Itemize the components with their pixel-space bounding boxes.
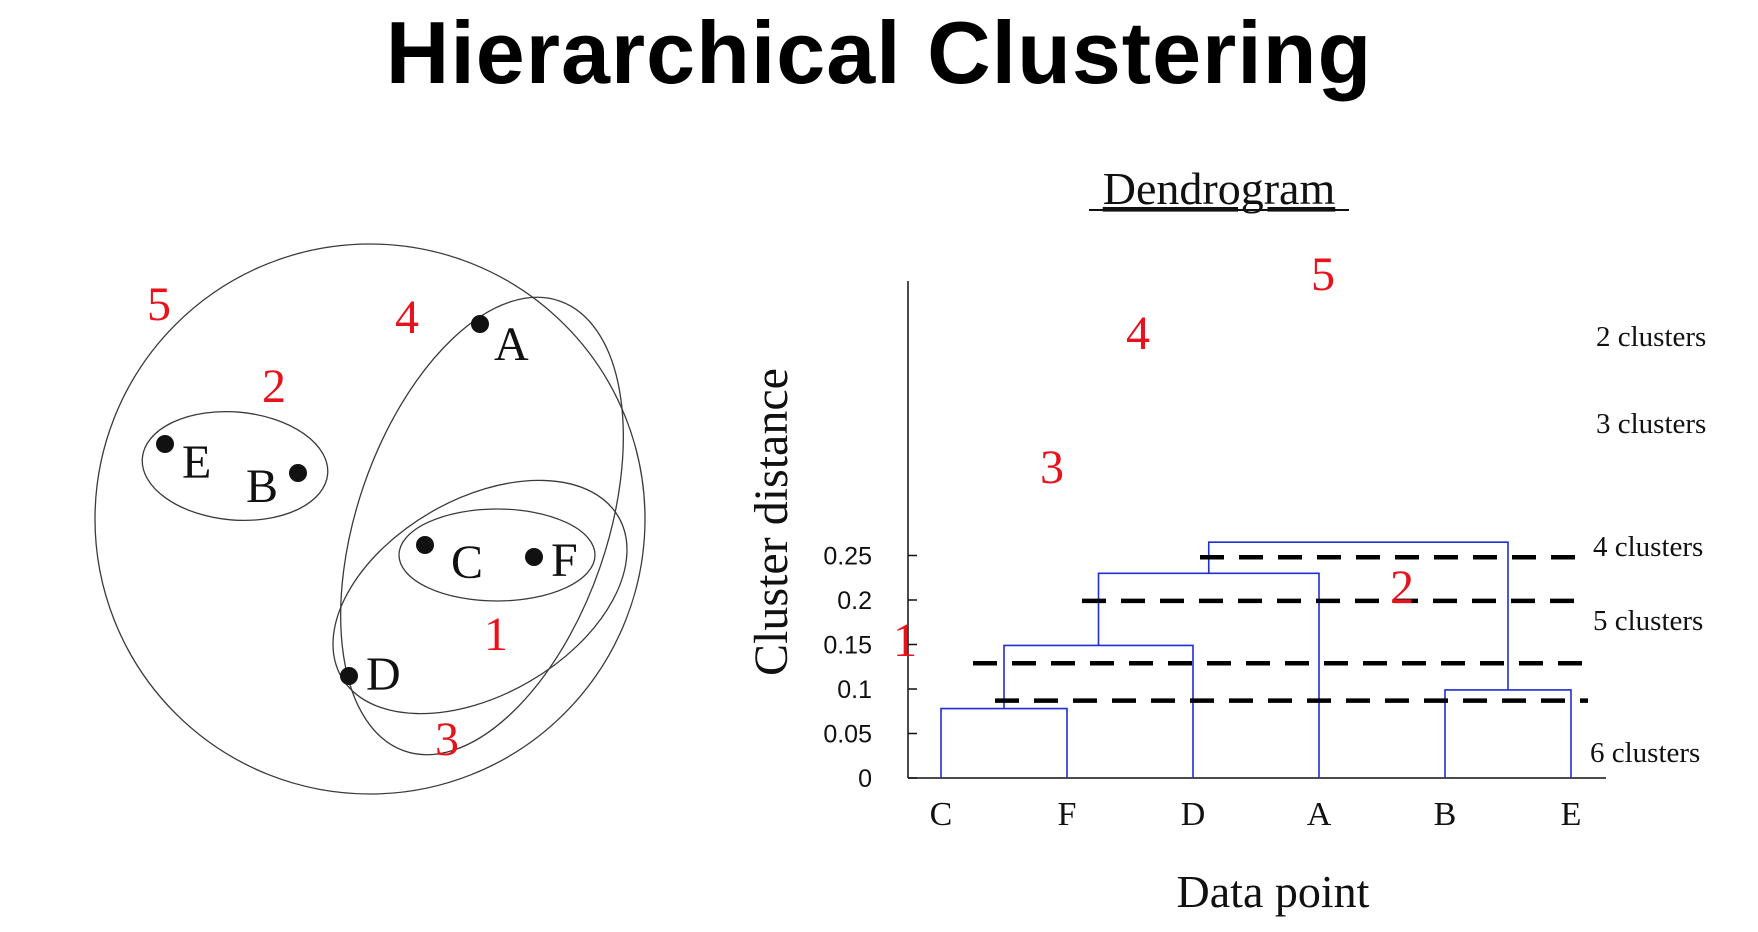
venn-cluster-number-5: 5: [147, 278, 171, 331]
dendrogram-title: Dendrogram: [1103, 163, 1336, 214]
leaf-label-e: E: [1561, 796, 1582, 833]
point-d-label: D: [366, 648, 401, 701]
dendrogram-link-1: [940, 707, 1068, 778]
cut-labels: 2 clusters 3 clusters 4 clusters 5 clusters…: [1590, 321, 1706, 769]
dendrogram-link-2: [1444, 689, 1572, 778]
dendrogram-links: [940, 541, 1572, 778]
x-axis-label: Data point: [1177, 866, 1370, 917]
merge-number-5: 5: [1311, 248, 1335, 301]
point-e-dot: [156, 435, 174, 453]
point-f-label: F: [551, 534, 578, 587]
leaf-label-c: C: [930, 796, 953, 833]
y-tick-label: 0.05: [823, 721, 872, 749]
point-e-label: E: [182, 436, 211, 489]
cluster-1-outline: [398, 508, 596, 602]
leaf-label-a: A: [1307, 796, 1332, 833]
y-tick-label: 0.2: [837, 587, 872, 615]
venn-cluster-number-3: 3: [435, 713, 459, 766]
venn-cluster-number-4: 4: [395, 291, 419, 344]
cluster-venn-diagram: A E B C F D 5 4 2 1 3: [94, 243, 646, 795]
cut-label-3-clusters: 3 clusters: [1596, 408, 1706, 440]
venn-cluster-number-2: 2: [262, 360, 286, 413]
cut-label-4-clusters: 4 clusters: [1593, 531, 1703, 563]
merge-number-2: 2: [1390, 561, 1414, 614]
cluster-2-outline: [141, 410, 329, 522]
dendrogram-link-4: [1097, 572, 1320, 778]
y-tick-label: 0.25: [823, 543, 872, 571]
venn-cluster-number-1: 1: [484, 608, 508, 661]
cut-lines: [973, 555, 1588, 703]
cut-label-6-clusters: 6 clusters: [1590, 737, 1700, 769]
leaf-label-b: B: [1434, 796, 1457, 833]
point-b-label: B: [246, 460, 278, 513]
cluster-3-outline: [332, 479, 628, 715]
leaf-label-d: D: [1181, 796, 1206, 833]
point-a-dot: [471, 315, 489, 333]
point-b-dot: [289, 464, 307, 482]
leaf-label-f: F: [1058, 796, 1077, 833]
point-c-dot: [416, 536, 434, 554]
y-ticks: 0 0.05 0.1 0.15 0.2 0.25: [823, 543, 917, 793]
y-axis-label: Cluster distance: [745, 368, 798, 676]
y-tick-label: 0.1: [837, 676, 872, 704]
merge-number-1: 1: [893, 614, 917, 667]
point-c-label: C: [451, 536, 483, 589]
merge-number-3: 3: [1040, 441, 1064, 494]
y-tick-label: 0: [858, 765, 872, 793]
merge-numbers: 1 2 3 4 5: [893, 248, 1414, 667]
y-tick-label: 0.15: [823, 632, 872, 660]
point-a-label: A: [494, 318, 529, 371]
cluster-4-outline: [340, 296, 624, 756]
cut-label-5-clusters: 5 clusters: [1593, 605, 1703, 637]
dendrogram-link-5: [1207, 541, 1509, 690]
merge-number-4: 4: [1126, 307, 1150, 360]
point-d-dot: [340, 667, 358, 685]
cluster-5-outline: [94, 243, 646, 795]
cut-label-2-clusters: 2 clusters: [1596, 321, 1706, 353]
page-title: Hierarchical Clustering: [385, 3, 1373, 102]
point-f-dot: [525, 548, 543, 566]
dendrogram: Dendrogram 0 0.05 0.1 0.15 0.2 0.25 C F D A B E 1 2…: [745, 163, 1706, 917]
